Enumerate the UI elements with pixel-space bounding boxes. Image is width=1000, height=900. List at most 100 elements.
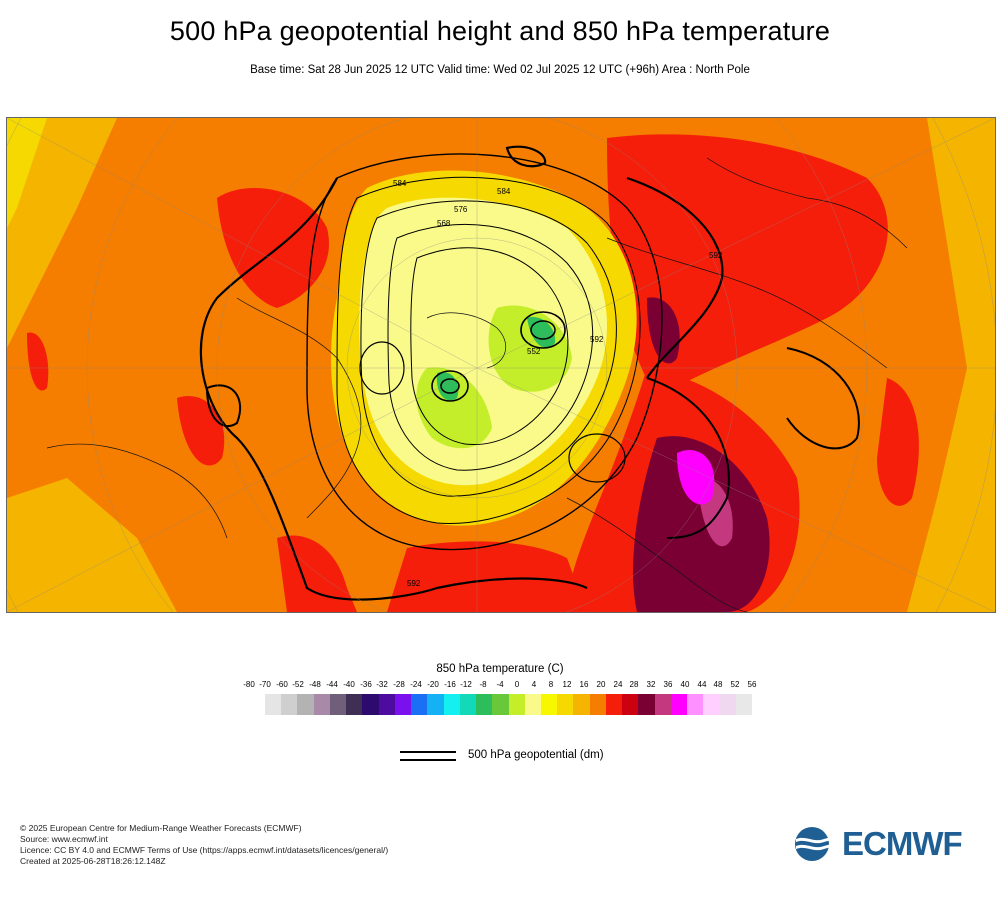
tick-label: -32 <box>376 680 388 689</box>
temperature-zone-west-light <box>7 118 47 228</box>
tick-label: 20 <box>596 680 606 689</box>
colorbar-swatch <box>638 694 655 715</box>
tick-label: 44 <box>697 680 707 689</box>
tick-label: 16 <box>579 680 589 689</box>
colorbar-swatch <box>329 694 347 715</box>
tick-label: 52 <box>730 680 740 689</box>
tick-label: -4 <box>496 680 504 689</box>
tick-label: -8 <box>479 680 487 689</box>
colorbar-swatch <box>394 694 412 715</box>
coastlines <box>46 157 908 612</box>
colorbar-swatch <box>411 694 428 715</box>
ecmwf-logo-text: ECMWF <box>842 825 963 862</box>
colder-zone-1 <box>488 305 572 392</box>
tick-label: 56 <box>747 680 757 689</box>
tick-label: 8 <box>548 680 554 689</box>
hot-region-8 <box>27 332 49 391</box>
tick-label: -16 <box>444 680 456 689</box>
tick-label: 24 <box>613 680 623 689</box>
tick-label: -44 <box>326 680 338 689</box>
colorbar-swatch <box>670 694 688 715</box>
contour-line-sample <box>400 748 458 764</box>
colorbar-swatch <box>687 694 704 715</box>
contour-label: 584 <box>393 179 407 188</box>
contour-label: 552 <box>527 347 541 356</box>
tick-label: -48 <box>309 680 321 689</box>
temperature-zone-east <box>907 118 995 612</box>
colorbar-swatch <box>605 694 623 715</box>
chart-subtitle: Base time: Sat 28 Jun 2025 12 UTC Valid … <box>250 64 750 76</box>
contour-label: 592 <box>590 335 604 344</box>
tick-label: -70 <box>259 680 271 689</box>
very-hot-region-2 <box>647 297 680 364</box>
geopotential-contours <box>199 145 860 601</box>
tick-label: 4 <box>531 680 537 689</box>
colorbar-swatch <box>313 694 330 715</box>
colorbar-swatch <box>540 694 558 715</box>
ecmwf-logo[interactable]: ECMWF <box>794 825 984 864</box>
tick-label: -24 <box>410 680 422 689</box>
colorbar-swatch <box>622 694 639 715</box>
temperature-colorbar <box>265 694 753 715</box>
tick-label: -36 <box>360 680 372 689</box>
colorbar-swatch <box>589 694 606 715</box>
tick-label: -80 <box>243 680 255 689</box>
contour-label: 568 <box>437 219 451 228</box>
contour-label: 576 <box>454 205 468 214</box>
temperature-zone-southwest <box>7 478 177 612</box>
tick-label: -12 <box>460 680 472 689</box>
colorbar-swatch <box>524 694 541 715</box>
colorbar-swatch <box>362 694 379 715</box>
colorbar-swatch <box>508 694 525 715</box>
tick-label: -60 <box>276 680 288 689</box>
colorbar-swatch <box>719 694 736 715</box>
colorbar-swatch <box>443 694 460 715</box>
tick-label: -20 <box>427 680 439 689</box>
colder-zone-2 <box>416 367 492 449</box>
colorbar-ticks: -80 -70 -60 -52 -48 -44 -40 -36 -32 -28 … <box>0 680 1000 694</box>
hot-region-5 <box>277 535 357 612</box>
source-text: Source: www.ecmwf.int <box>20 834 108 844</box>
tick-label: -40 <box>343 680 355 689</box>
legend-title: 850 hPa temperature (C) <box>436 663 564 675</box>
chart-title: 500 hPa geopotential height and 850 hPa … <box>169 16 831 46</box>
colorbar-swatch <box>654 694 671 715</box>
colorbar-swatch <box>297 694 314 715</box>
tick-label: 0 <box>514 680 520 689</box>
geopotential-line-legend: 500 hPa geopotential (dm) <box>400 748 700 768</box>
colorbar-swatch <box>427 694 444 715</box>
tick-label: 12 <box>562 680 572 689</box>
map-canvas: 584 592 576 568 584 552 592 592 <box>7 118 995 612</box>
hot-region-6 <box>877 378 919 506</box>
tick-label: 40 <box>680 680 690 689</box>
colorbar-swatch <box>573 694 590 715</box>
temperature-zone-west <box>7 118 117 348</box>
line-legend-label: 500 hPa geopotential (dm) <box>468 749 604 761</box>
tick-label: 32 <box>646 680 656 689</box>
colorbar-swatch <box>346 694 363 715</box>
created-text: Created at 2025-06-28T18:26:12.148Z <box>20 856 166 866</box>
very-hot-region <box>633 436 770 612</box>
extreme-hot-core <box>677 450 715 505</box>
colorbar-swatch <box>459 694 477 715</box>
copyright-text: © 2025 European Centre for Medium-Range … <box>20 823 302 833</box>
hot-region-4 <box>387 541 587 612</box>
colorbar-swatch <box>476 694 493 715</box>
colorbar-swatch <box>703 694 720 715</box>
colorbar-swatch <box>378 694 395 715</box>
hot-region-1 <box>217 188 329 308</box>
colorbar-swatch <box>281 694 298 715</box>
tick-label: 48 <box>713 680 723 689</box>
tick-label: 36 <box>663 680 673 689</box>
colorbar-swatch <box>492 694 509 715</box>
contour-label: 592 <box>407 579 421 588</box>
colorbar-swatch <box>557 694 574 715</box>
contour-label: 592 <box>709 251 723 260</box>
ecmwf-logo-icon <box>795 827 840 861</box>
map-panel[interactable]: 584 592 576 568 584 552 592 592 <box>6 117 996 613</box>
licence-text: Licence: CC BY 4.0 and ECMWF Terms of Us… <box>20 845 389 855</box>
contour-labels: 584 592 576 568 584 552 592 592 <box>393 179 723 588</box>
contour-label: 584 <box>497 187 511 196</box>
credits: © 2025 European Centre for Medium-Range … <box>20 823 388 867</box>
tick-label: 28 <box>629 680 639 689</box>
